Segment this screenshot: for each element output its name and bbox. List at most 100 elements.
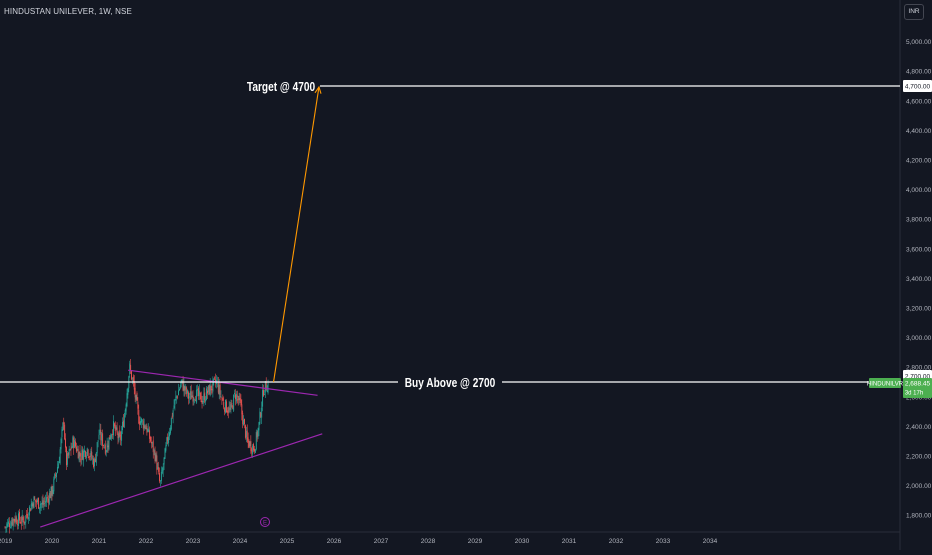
candle-body	[119, 430, 121, 437]
candle-body	[220, 396, 222, 398]
candle-body	[150, 436, 151, 442]
candle-body	[263, 390, 264, 396]
earnings-event-icon[interactable]	[260, 517, 270, 527]
candle-body	[109, 435, 111, 440]
price-axis-tick-label: 2,200.00	[906, 454, 932, 461]
candle-body	[232, 405, 234, 410]
candle-body	[148, 428, 150, 432]
candle-body	[91, 452, 93, 459]
candle-body	[101, 434, 103, 441]
price-axis-tick-label: 5,000.00	[906, 39, 932, 46]
time-axis-tick-label: 2025	[280, 538, 295, 545]
candle-body	[95, 452, 97, 463]
candle-body	[160, 471, 162, 482]
candle-body	[72, 437, 74, 447]
candle-body	[56, 472, 57, 478]
time-axis-tick-label: 2020	[45, 538, 60, 545]
candle-body	[194, 399, 196, 401]
candle-body	[266, 391, 268, 393]
target-price-badge-label: 4,700.00	[905, 84, 931, 91]
candle-body	[64, 424, 66, 440]
time-axis-tick-label: 2021	[92, 538, 107, 545]
candle-body	[103, 445, 104, 447]
candle-body	[41, 502, 43, 504]
candle-body	[104, 444, 106, 454]
candle-body	[244, 425, 246, 438]
candle-body	[202, 400, 204, 403]
lower-trendline[interactable]	[40, 433, 323, 528]
currency-button[interactable]: INR	[904, 4, 924, 20]
candle-body	[260, 412, 262, 417]
candle-body	[141, 418, 142, 423]
candle-body	[145, 427, 147, 430]
candle-body	[231, 403, 233, 405]
candle-body	[42, 500, 44, 505]
candle-body	[9, 523, 10, 528]
candle-body	[131, 378, 133, 380]
candle-body	[99, 429, 101, 434]
candle-body	[36, 500, 38, 503]
candle-body	[258, 422, 260, 431]
candle-body	[133, 381, 135, 390]
candle-body	[22, 517, 24, 521]
candle-body	[11, 519, 13, 525]
candle-body	[7, 522, 9, 527]
candle-body	[37, 497, 39, 509]
candle-body	[256, 432, 258, 438]
candle-body	[34, 498, 36, 500]
candle-body	[115, 426, 117, 430]
candle-body	[219, 384, 221, 395]
candle-body	[93, 458, 95, 468]
upper-trendline[interactable]	[128, 369, 318, 396]
candle-body	[178, 390, 179, 396]
candle-body	[245, 430, 247, 438]
candle-body	[129, 363, 131, 375]
candle-body	[90, 450, 92, 457]
candle-body	[47, 498, 49, 503]
candle-body	[80, 458, 82, 460]
candle-body	[252, 445, 254, 455]
projection-arrow-line[interactable]	[273, 86, 320, 383]
candle-body	[165, 445, 167, 451]
target-price-badge	[903, 80, 932, 92]
candle-body	[138, 409, 140, 424]
candle-body	[261, 407, 263, 418]
candle-body	[86, 448, 88, 454]
symbol-title: HINDUSTAN UNILEVER, 1W, NSE	[4, 7, 132, 16]
time-axis-tick-label: 2024	[233, 538, 248, 545]
candle-body	[55, 474, 57, 476]
candle-body	[181, 379, 183, 381]
candle-body	[196, 389, 198, 403]
candle-body	[107, 445, 109, 448]
candle-body	[238, 395, 240, 400]
bar-countdown: 3d 17h	[905, 391, 923, 397]
candle-body	[156, 455, 158, 470]
price-axis-tick-label: 4,400.00	[906, 128, 932, 135]
candle-body	[20, 521, 22, 524]
candle-body	[262, 390, 264, 407]
candle-body	[29, 508, 31, 512]
candle-body	[66, 447, 67, 466]
buy-level-label: Buy Above @ 2700	[405, 376, 496, 390]
candle-body	[187, 390, 189, 394]
candle-body	[175, 396, 177, 399]
time-axis-tick-label: 2030	[515, 538, 530, 545]
candle-body	[52, 489, 54, 494]
price-axis-tick-label: 4,000.00	[906, 187, 932, 194]
candle-body	[25, 515, 27, 523]
candle-body	[152, 440, 154, 453]
candle-body	[259, 411, 261, 424]
candle-body	[46, 497, 48, 502]
target-label: Target @ 4700	[247, 80, 315, 94]
candle-body	[172, 410, 174, 417]
candle-body	[28, 506, 30, 516]
candle-body	[213, 378, 215, 380]
price-axis-tick-label: 3,000.00	[906, 335, 932, 342]
candle-body	[249, 441, 251, 447]
candle-body	[19, 511, 20, 521]
candle-body	[164, 448, 166, 459]
price-axis-tick-label: 2,800.00	[906, 365, 932, 372]
candle-body	[126, 393, 128, 407]
